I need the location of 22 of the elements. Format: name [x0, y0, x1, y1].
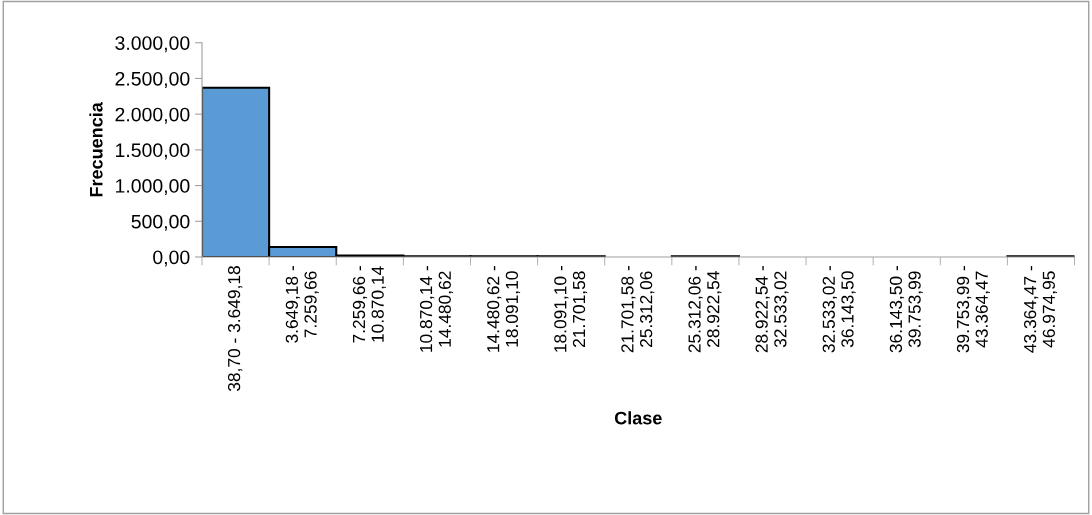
x-axis-title: Clase	[614, 411, 662, 425]
x-tick-label: 14.480,62 - 18.091,10	[487, 266, 521, 352]
x-tick-label: 10.870,14 - 14.480,62	[419, 266, 453, 352]
x-tick-label: 18.091,10 - 21.701,58	[554, 266, 588, 352]
y-tick-label: 0,00	[153, 250, 190, 267]
x-tick-label: 21.701,58 - 25.312,06	[621, 266, 655, 353]
y-tick-label: 2.500,00	[115, 71, 190, 88]
y-tick-label: 2.000,00	[115, 107, 190, 124]
x-tick-label: 7.259,66 - 10.870,14	[352, 266, 386, 343]
y-tick-label: 1.500,00	[116, 143, 190, 160]
y-tick-label: 1.000,00	[116, 179, 190, 196]
y-tick-label: 3.000,00	[115, 36, 190, 53]
y-tick-label: 500,00	[131, 214, 190, 231]
y-axis-title: Frecuencia	[89, 102, 103, 197]
x-tick-label: 28.922,54 - 32.533,02	[755, 266, 789, 353]
x-tick-label: 36.143,50 - 39.753,99	[889, 266, 923, 353]
x-tick-label: 3.649,18 - 7.259,66	[285, 266, 319, 343]
x-tick-label: 43.364,47 - 46.974,95	[1023, 266, 1058, 353]
x-tick-label: 38,70 - 3.649,18	[227, 266, 243, 392]
x-tick-label: 32.533,02 - 36.143,50	[822, 266, 856, 353]
x-tick-label: 25.312,06 - 28.922,54	[688, 266, 722, 353]
x-tick-label: 39.753,99 - 43.364,47	[956, 266, 990, 353]
